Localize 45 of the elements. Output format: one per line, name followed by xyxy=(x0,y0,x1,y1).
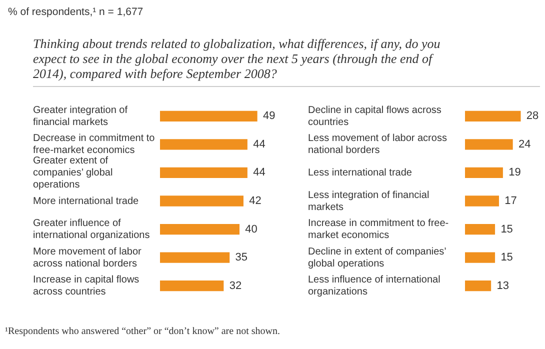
y-tick-label: Less integration of financial markets xyxy=(308,190,430,213)
data-label: 44 xyxy=(253,138,266,150)
y-tick-label: Less influence of international organizations xyxy=(308,274,440,298)
y-tick-label: Increase in commitment to free-market economics xyxy=(308,218,449,242)
text: ¹Respondents who answered “other” or “don’t know” are not shown. xyxy=(5,326,280,337)
bar xyxy=(465,252,496,263)
data-label: 13 xyxy=(496,280,509,292)
bar xyxy=(465,280,492,292)
y-tick-label: Increase in capital flows across countries xyxy=(33,274,140,298)
data-label: 28 xyxy=(526,110,539,122)
chart-title: Thinking about trends related to globalization, what differences, if any, do you expect to see in the global economy over the next 5 years (through the end of 2014), compared with before September 2008? xyxy=(33,36,442,81)
bar xyxy=(465,196,499,206)
bar xyxy=(160,280,224,292)
bar xyxy=(465,139,513,150)
bar xyxy=(465,224,496,235)
bar xyxy=(465,167,503,178)
y-tick-label: Decline in capital flows across countries xyxy=(308,104,442,128)
y-tick-label: Less movement of labor across national borders xyxy=(308,133,447,156)
data-label: 24 xyxy=(518,138,531,150)
data-label: 44 xyxy=(253,166,266,179)
y-tick-label: Greater influence of international organizations xyxy=(33,218,150,242)
y-tick-label: Decline in extent of companies’ global operations xyxy=(308,246,446,270)
data-label: 49 xyxy=(263,110,276,122)
y-tick-label: Less international trade xyxy=(308,167,412,178)
y-tick-label: Decrease in commitment to free-market economics xyxy=(33,133,156,156)
data-label: 15 xyxy=(500,252,513,264)
y-tick-label: Greater extent of companies’ global operations xyxy=(33,155,113,190)
data-label: 42 xyxy=(249,195,262,208)
data-label: 17 xyxy=(504,195,517,208)
data-label: 19 xyxy=(508,166,521,179)
data-label: 35 xyxy=(235,252,248,264)
bar xyxy=(160,224,240,235)
data-label: 15 xyxy=(500,223,513,236)
y-tick-label: More movement of labor across national borders xyxy=(33,246,142,270)
bar xyxy=(160,139,248,150)
text: % of respondents,¹ n = 1,677 xyxy=(8,6,144,18)
bar xyxy=(465,110,521,122)
y-tick-label: Greater integration of financial markets xyxy=(33,104,128,128)
bar xyxy=(160,110,258,122)
bar xyxy=(160,252,230,263)
data-label: 40 xyxy=(245,223,258,236)
y-tick-label: More international trade xyxy=(33,196,140,207)
bar xyxy=(160,196,244,206)
bar xyxy=(160,167,248,178)
data-label: 32 xyxy=(229,280,242,292)
